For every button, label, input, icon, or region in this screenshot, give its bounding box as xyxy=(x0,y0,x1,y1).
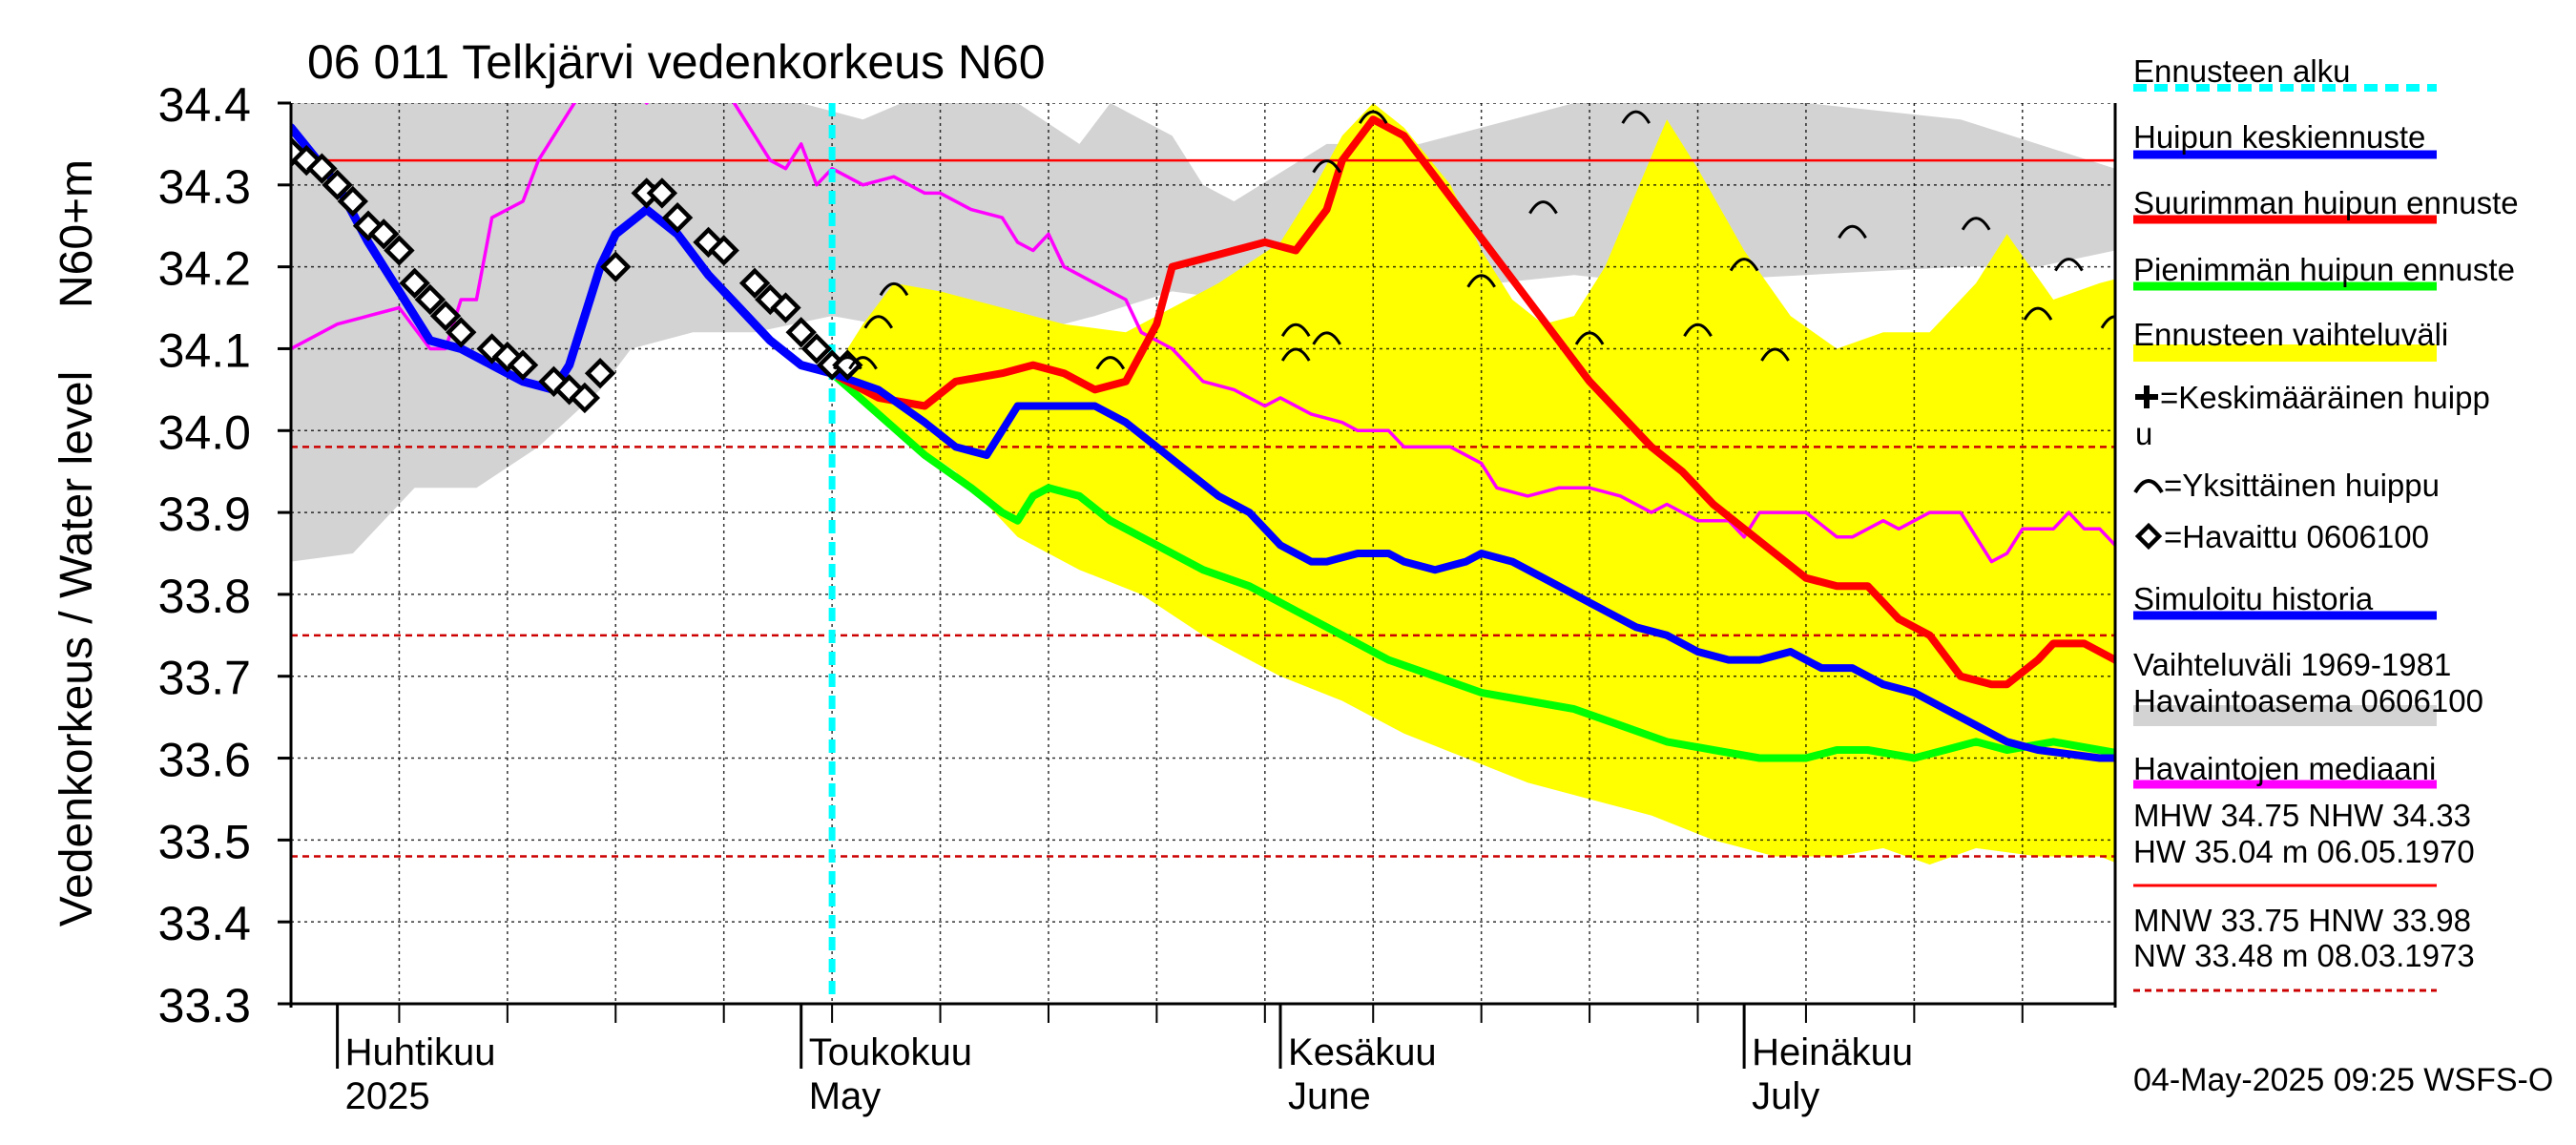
single-peak-marker xyxy=(1621,110,1651,124)
single-peak-marker xyxy=(1312,159,1341,174)
single-peak-marker xyxy=(1095,356,1126,370)
stats-line: MNW 33.75 HNW 33.98 xyxy=(2133,903,2471,938)
observed-point xyxy=(414,283,447,316)
single-peak-marker xyxy=(848,356,878,370)
single-peak-marker xyxy=(1683,323,1713,338)
chart-title: 06 011 Telkjärvi vedenkorkeus N60 xyxy=(307,35,1046,89)
legend-label: Pienimmän huipun ennuste xyxy=(2133,252,2515,287)
observed-point xyxy=(306,153,338,184)
mean-peak-forecast-line xyxy=(828,369,2115,762)
observed-point xyxy=(446,317,477,348)
legend-label: Vaihteluväli 1969-1981 xyxy=(2133,647,2451,682)
observed-point xyxy=(600,251,632,282)
y-tick-label: 33.4 xyxy=(158,897,251,950)
single-peak-marker xyxy=(1280,323,1311,338)
y-tick-label: 33.7 xyxy=(158,652,251,705)
legend-label: =Yksittäinen huippu xyxy=(2164,468,2440,503)
x-month-label-fi: Kesäkuu xyxy=(1288,1031,1437,1073)
y-tick-label: 34.2 xyxy=(158,242,251,296)
observed-point xyxy=(785,317,817,348)
single-peak-marker xyxy=(1760,347,1790,362)
observed-point xyxy=(569,382,601,414)
max-peak-forecast-line xyxy=(828,115,2115,689)
plot-area xyxy=(291,103,2115,1004)
x-month-label-en: May xyxy=(809,1075,882,1117)
legend-label: =Keskimääräinen huipp xyxy=(2160,380,2490,415)
stats-line: HW 35.04 m 06.05.1970 xyxy=(2133,834,2475,869)
observed-point xyxy=(399,267,430,299)
y-tick-label: 33.3 xyxy=(158,979,251,1032)
observed-point xyxy=(429,300,462,332)
x-month-label-en: 2025 xyxy=(345,1075,430,1117)
legend: Ennusteen alku Huipun keskiennuste Suurimm… xyxy=(2133,53,2519,992)
single-peak-marker xyxy=(2100,315,2115,329)
legend-label-line2: Havaintoasema 0606100 xyxy=(2133,683,2483,718)
observed-point xyxy=(322,169,353,201)
observed-point xyxy=(800,333,833,364)
arc-icon xyxy=(2133,479,2164,494)
legend-label-line2: u xyxy=(2135,416,2152,451)
y-axis-label: Vedenkorkeus / Water level xyxy=(52,371,102,927)
axes: 33.3 33.4 33.5 33.6 33.7 33.8 33.9 34.0 34.1 34.2… xyxy=(158,78,2117,1117)
diamond-icon xyxy=(2134,522,2163,551)
observed-point xyxy=(507,349,539,381)
legend-swatch xyxy=(2133,705,2437,726)
legend-label: Suurimman huipun ennuste xyxy=(2133,185,2519,220)
stats-line: MHW 34.75 NHW 34.33 xyxy=(2133,798,2471,833)
single-peak-marker xyxy=(2054,258,2084,272)
observed-point xyxy=(384,235,415,266)
single-peak-marker xyxy=(1729,258,1759,272)
y-tick-label: 33.6 xyxy=(158,734,251,787)
x-month-label-fi: Huhtikuu xyxy=(345,1031,496,1073)
x-month-label-en: June xyxy=(1288,1075,1371,1117)
observed-point xyxy=(708,235,739,266)
observed-point xyxy=(646,177,678,209)
single-peak-marker xyxy=(1358,110,1388,124)
single-peak-marker xyxy=(1838,224,1867,239)
y-tick-label: 34.4 xyxy=(158,78,251,132)
y-tick-label: 33.8 xyxy=(158,570,251,623)
single-peak-marker xyxy=(1574,331,1605,345)
observed-point xyxy=(337,185,368,218)
x-month-label-en: July xyxy=(1752,1075,1819,1117)
simulated-history-line xyxy=(291,123,837,394)
legend-label: =Havaittu 0606100 xyxy=(2164,519,2429,554)
single-peak-marker xyxy=(879,281,909,297)
legend-label: Ennusteen alku xyxy=(2133,53,2351,89)
plus-icon xyxy=(2135,385,2158,408)
footer-timestamp: 04-May-2025 09:25 WSFS-O xyxy=(2133,1062,2553,1098)
x-month-label-fi: Toukokuu xyxy=(809,1031,972,1073)
observed-point xyxy=(368,219,400,250)
observed-point xyxy=(738,267,771,299)
y-tick-label: 34.3 xyxy=(158,160,251,214)
observed-point xyxy=(584,358,616,389)
x-month-label-fi: Heinäkuu xyxy=(1752,1031,1913,1073)
y-tick-label: 34.0 xyxy=(158,406,251,459)
forecast-range-band xyxy=(832,103,2115,865)
y-tick-label: 34.1 xyxy=(158,323,251,377)
legend-label: Havaintojen mediaani xyxy=(2133,751,2436,786)
single-peak-marker xyxy=(1466,274,1496,288)
legend-swatch xyxy=(2133,344,2437,362)
legend-label: Huipun keskiennuste xyxy=(2133,119,2425,155)
observed-point xyxy=(770,292,801,323)
single-peak-marker xyxy=(2023,306,2053,321)
y-tick-label: 33.9 xyxy=(158,488,251,541)
min-peak-forecast-line xyxy=(828,369,2115,762)
single-peak-marker xyxy=(863,315,894,329)
observed-point xyxy=(661,201,694,234)
y-axis-unit-label: N60+m xyxy=(52,159,102,308)
single-peak-marker xyxy=(1528,200,1558,215)
single-peak-marker xyxy=(1312,331,1341,345)
single-peak-marker xyxy=(833,356,862,370)
single-peak-marker xyxy=(1961,217,1991,231)
median-line xyxy=(291,103,2115,564)
single-peak-marker xyxy=(1280,347,1311,362)
legend-label: Ennusteen vaihteluväli xyxy=(2133,317,2448,352)
y-tick-label: 33.5 xyxy=(158,815,251,868)
legend-label: Simuloitu historia xyxy=(2133,581,2374,616)
stats-line: NW 33.48 m 08.03.1973 xyxy=(2133,938,2475,973)
